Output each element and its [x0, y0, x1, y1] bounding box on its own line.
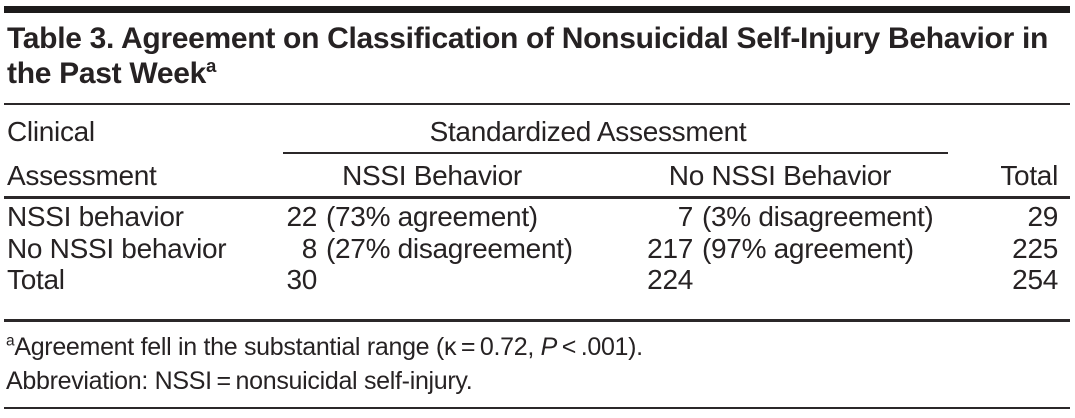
footnote-text-pre: Agreement fell in the substantial range … — [14, 333, 541, 361]
cell-note: (97% agreement) — [702, 233, 914, 264]
header-nssi-behavior: NSSI Behavior — [342, 160, 522, 191]
header-no-nssi-behavior: No NSSI Behavior — [668, 160, 892, 191]
table-row-total: Total 30 224 254 — [0, 264, 1075, 296]
bottom-rule — [4, 407, 1070, 409]
cell-value: 217 — [647, 233, 693, 264]
table-row-nssi-behavior: NSSI behavior 22 (73% agreement) 7 (3% dis… — [0, 201, 1075, 233]
row-label: NSSI behavior — [7, 201, 184, 232]
cell-total: 225 — [1012, 233, 1058, 264]
footnote-marker: a — [6, 332, 15, 350]
cell-no-nssi-behavior: 217 (97% agreement) — [633, 233, 914, 265]
cell-value: 224 — [647, 264, 693, 295]
cell-note: (73% agreement) — [326, 201, 538, 232]
cell-nssi-behavior: 8 (27% disagreement) — [257, 233, 573, 265]
row-label: Total — [7, 264, 65, 295]
table-title-text: Table 3. Agreement on Classification of … — [7, 22, 1049, 90]
cell-total: 254 — [1012, 264, 1058, 295]
footnote-abbreviation: Abbreviation: NSSI = nonsuicidal self-in… — [6, 367, 473, 395]
footnote-text-post: < .001). — [556, 333, 643, 361]
header-assessment: Assessment — [7, 160, 157, 191]
rule-below-title — [4, 103, 1070, 105]
table-title-footnote-marker: a — [205, 55, 217, 76]
rule-below-header — [4, 196, 1070, 199]
row-label: No NSSI behavior — [7, 233, 227, 264]
cell-total: 29 — [1027, 201, 1058, 232]
top-thick-rule — [4, 6, 1070, 13]
cell-value: 7 — [677, 201, 694, 232]
spanner-underline-rule — [283, 152, 948, 154]
cell-note: (3% disagreement) — [702, 201, 934, 232]
table-row-no-nssi-behavior: No NSSI behavior 8 (27% disagreement) 217… — [0, 233, 1075, 265]
header-total: Total — [1000, 160, 1058, 191]
header-clinical: Clinical — [7, 116, 95, 147]
cell-value: 30 — [286, 264, 317, 295]
footnote-p-italic: P — [540, 333, 558, 361]
cell-no-nssi-behavior: 7 (3% disagreement) — [633, 201, 934, 233]
cell-note: (27% disagreement) — [326, 233, 573, 264]
cell-nssi-behavior: 22 (73% agreement) — [257, 201, 538, 233]
rule-below-data — [4, 319, 1070, 322]
table-title: Table 3. Agreement on Classification of … — [7, 21, 1062, 91]
header-standardized-assessment: Standardized Assessment — [429, 116, 747, 147]
cell-value: 8 — [301, 233, 318, 264]
cell-no-nssi-behavior: 224 — [633, 264, 702, 296]
cell-nssi-behavior: 30 — [257, 264, 326, 296]
cell-value: 22 — [286, 201, 317, 232]
footnote-kappa: aAgreement fell in the substantial range… — [6, 332, 643, 361]
